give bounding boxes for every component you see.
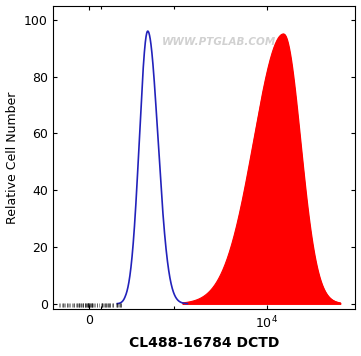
Text: WWW.PTGLAB.COM: WWW.PTGLAB.COM [162, 37, 277, 47]
X-axis label: CL488-16784 DCTD: CL488-16784 DCTD [129, 336, 279, 350]
Y-axis label: Relative Cell Number: Relative Cell Number [5, 91, 18, 224]
